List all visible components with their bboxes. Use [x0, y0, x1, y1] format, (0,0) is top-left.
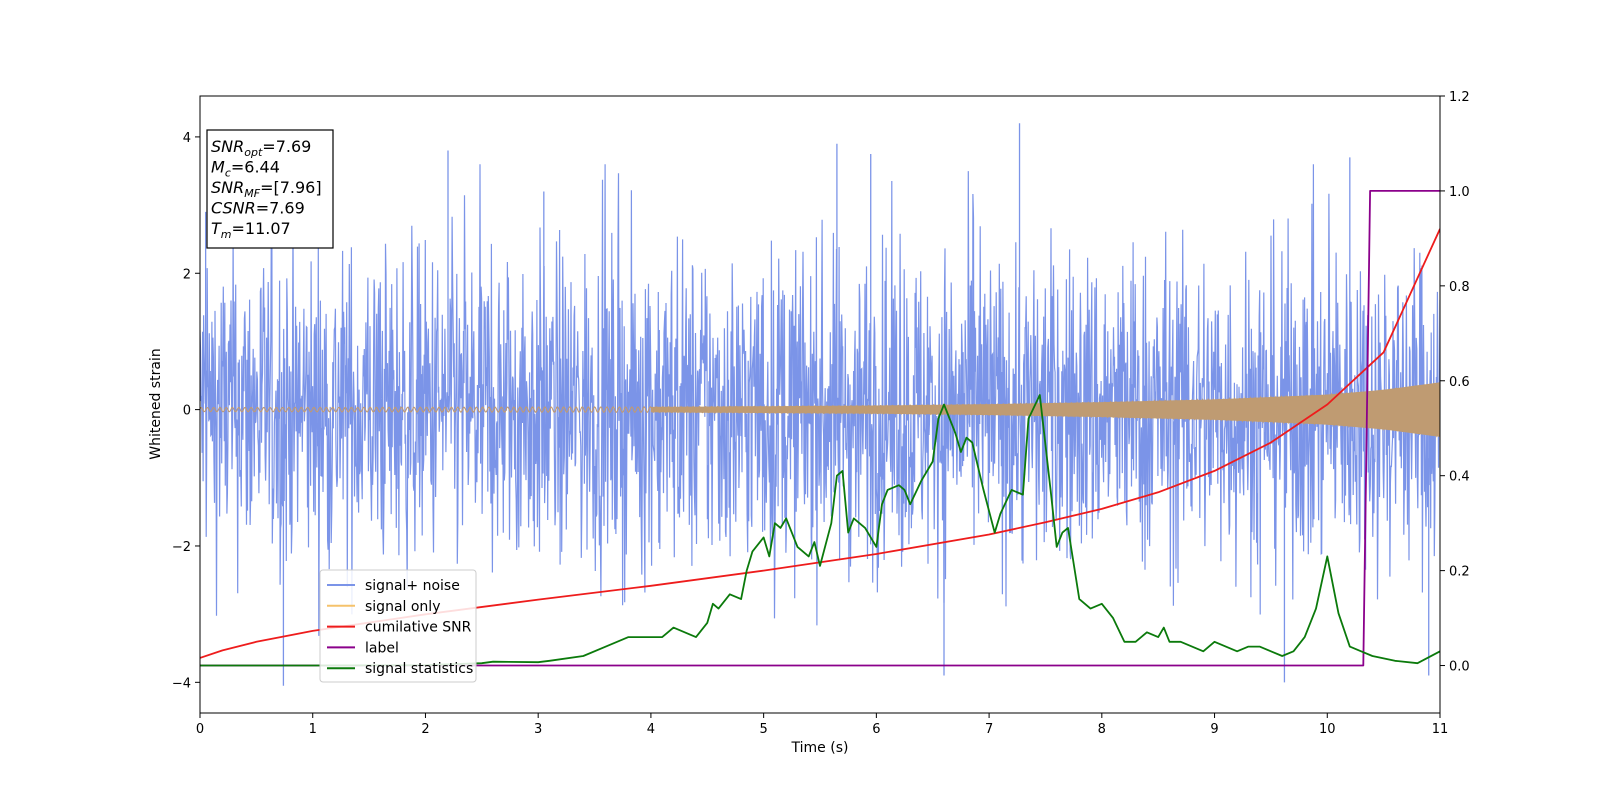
y-axis-left: −4 −2 0 2 4 [172, 131, 200, 691]
y-right-tick-label: 1.2 [1449, 90, 1470, 105]
y-left-tick-label: 0 [183, 404, 191, 419]
annotation-line: Mc=6.44 [211, 158, 280, 180]
annotation-frame [206, 129, 334, 249]
x-tick-label: 2 [421, 722, 429, 737]
x-tick-label: 6 [872, 722, 880, 737]
legend-label: label [365, 640, 399, 656]
legend-label: signal+ noise [365, 578, 460, 594]
x-tick-label: 10 [1319, 722, 1336, 737]
series-lines [200, 190, 1440, 667]
x-tick-label: 4 [647, 722, 655, 737]
annotation-line: CSNR=7.69 [211, 199, 305, 218]
x-axis: 0 1 2 3 4 5 6 7 8 9 10 11 [196, 713, 1448, 737]
legend-label: cumilative SNR [365, 620, 472, 636]
annotation-line: Tm=11.07 [211, 219, 291, 241]
annotation-line: SNRopt=7.69 [211, 137, 311, 159]
x-tick-label: 7 [985, 722, 993, 737]
legend-label: signal only [365, 599, 440, 615]
x-tick-label: 9 [1210, 722, 1218, 737]
y-right-tick-label: 0.2 [1449, 565, 1470, 580]
x-axis-label: Time (s) [791, 740, 849, 756]
legend-label: signal statistics [365, 661, 473, 677]
y-left-tick-label: 4 [183, 131, 191, 146]
series-signal-noise [200, 123, 1440, 686]
plot-area [200, 123, 1440, 686]
y-left-tick-label: −4 [172, 676, 191, 691]
y-right-tick-label: 0.4 [1449, 470, 1470, 485]
annotation-line: SNRMF=[7.96] [211, 178, 322, 200]
signal-envelope [650, 382, 1440, 437]
series-signal-statistics-line [200, 394, 1440, 667]
series-label-line [200, 190, 1440, 667]
y-right-tick-label: 1.0 [1449, 185, 1470, 200]
plot-frame [199, 95, 1441, 714]
y-axis-label: Whitened strain [148, 348, 164, 459]
y-right-tick-label: 0.0 [1449, 660, 1470, 675]
annotation-lines: SNRopt=7.69Mc=6.44SNRMF=[7.96]CSNR=7.69T… [211, 137, 322, 241]
series-cumulative-snr-line [200, 228, 1440, 659]
x-tick-label: 0 [196, 722, 204, 737]
annotation-box: SNRopt=7.69Mc=6.44SNRMF=[7.96]CSNR=7.69T… [206, 129, 334, 249]
legend: signal+ noise signal only cumilative SNR la… [319, 569, 477, 683]
y-right-tick-label: 0.8 [1449, 280, 1470, 295]
legend-items: signal+ noise signal only cumilative SNR la… [327, 578, 473, 677]
x-tick-label: 5 [759, 722, 767, 737]
x-tick-label: 3 [534, 722, 542, 737]
y-left-tick-label: 2 [183, 267, 191, 282]
noise-trace [200, 164, 1440, 636]
x-tick-label: 1 [309, 722, 317, 737]
y-right-tick-label: 0.6 [1449, 375, 1470, 390]
legend-frame [319, 569, 477, 683]
y-axis-right: 0.0 0.2 0.4 0.6 0.8 1.0 1.2 [1440, 90, 1470, 675]
series-signal-only [200, 382, 1440, 438]
x-tick-label: 11 [1432, 722, 1449, 737]
y-left-tick-label: −2 [172, 540, 191, 555]
x-tick-label: 8 [1098, 722, 1106, 737]
